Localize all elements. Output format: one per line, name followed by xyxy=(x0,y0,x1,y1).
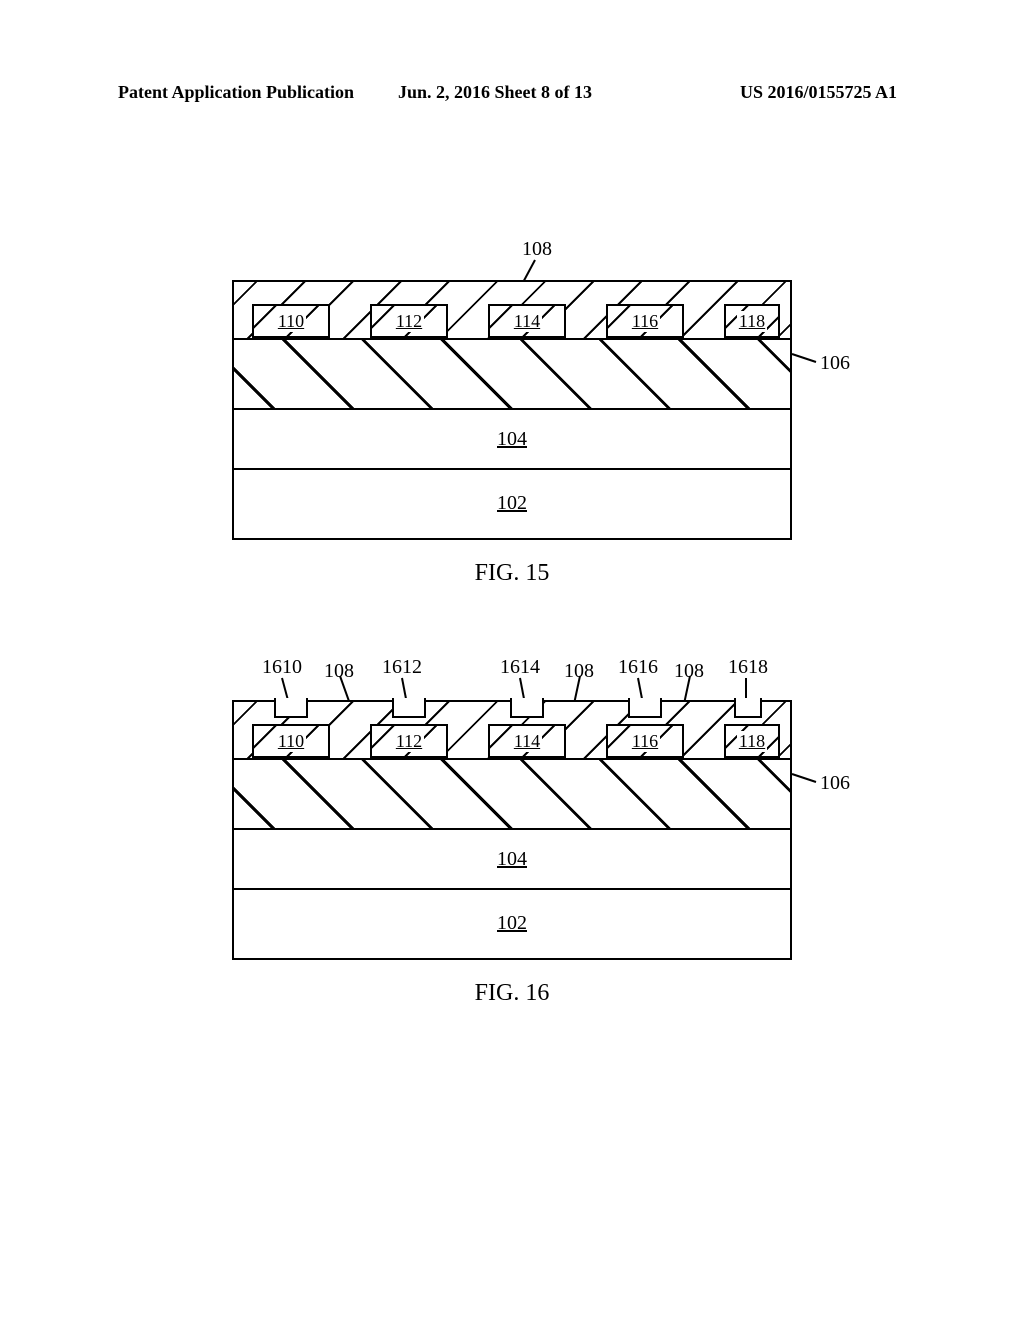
feature-label: 116 xyxy=(630,731,660,752)
leader-106 xyxy=(790,340,830,380)
feature-label: 112 xyxy=(394,731,424,752)
figure-16: 1610 108 1612 1614 108 1616 108 1618 1 xyxy=(232,700,792,1007)
layer-label: 102 xyxy=(497,492,527,515)
feature-110: 110 xyxy=(252,724,330,758)
feature-label: 114 xyxy=(512,311,542,332)
opening-1612 xyxy=(392,698,426,718)
feature-label: 110 xyxy=(276,311,306,332)
layer-102: 102 xyxy=(234,468,790,538)
layer-108: 110 112 114 116 118 xyxy=(234,280,790,338)
layer-label: 104 xyxy=(497,428,527,451)
layer-106 xyxy=(234,758,790,828)
feature-118: 118 xyxy=(724,304,780,338)
page: Patent Application Publication Jun. 2, 2… xyxy=(0,0,1024,1320)
figure-15-box: 110 112 114 116 118 104 102 xyxy=(232,280,792,540)
feature-112: 112 xyxy=(370,724,448,758)
layer-104: 104 xyxy=(234,828,790,888)
opening-1614 xyxy=(510,698,544,718)
header-right: US 2016/0155725 A1 xyxy=(740,82,897,103)
feature-116: 116 xyxy=(606,724,684,758)
feature-114: 114 xyxy=(488,304,566,338)
figure-16-box: 110 112 114 116 118 104 102 xyxy=(232,700,792,960)
feature-label: 118 xyxy=(737,311,767,332)
layer-label: 102 xyxy=(497,912,527,935)
opening-1616 xyxy=(628,698,662,718)
layer-102: 102 xyxy=(234,888,790,958)
feature-110: 110 xyxy=(252,304,330,338)
feature-114: 114 xyxy=(488,724,566,758)
figure-15-caption: FIG. 15 xyxy=(232,560,792,587)
feature-118: 118 xyxy=(724,724,780,758)
figure-16-caption: FIG. 16 xyxy=(232,980,792,1007)
feature-label: 112 xyxy=(394,311,424,332)
opening-1610 xyxy=(274,698,308,718)
header-left: Patent Application Publication xyxy=(118,82,354,103)
layer-label: 104 xyxy=(497,848,527,871)
layer-104: 104 xyxy=(234,408,790,468)
layer-106 xyxy=(234,338,790,408)
feature-label: 114 xyxy=(512,731,542,752)
feature-label: 110 xyxy=(276,731,306,752)
opening-1618 xyxy=(734,698,762,718)
figure-15: 108 110 112 114 116 118 104 102 106 FIG. xyxy=(232,280,792,587)
feature-label: 118 xyxy=(737,731,767,752)
feature-112: 112 xyxy=(370,304,448,338)
layer-108: 110 112 114 116 118 xyxy=(234,700,790,758)
feature-label: 116 xyxy=(630,311,660,332)
leader-106 xyxy=(790,760,830,800)
header-mid: Jun. 2, 2016 Sheet 8 of 13 xyxy=(398,82,592,103)
feature-116: 116 xyxy=(606,304,684,338)
